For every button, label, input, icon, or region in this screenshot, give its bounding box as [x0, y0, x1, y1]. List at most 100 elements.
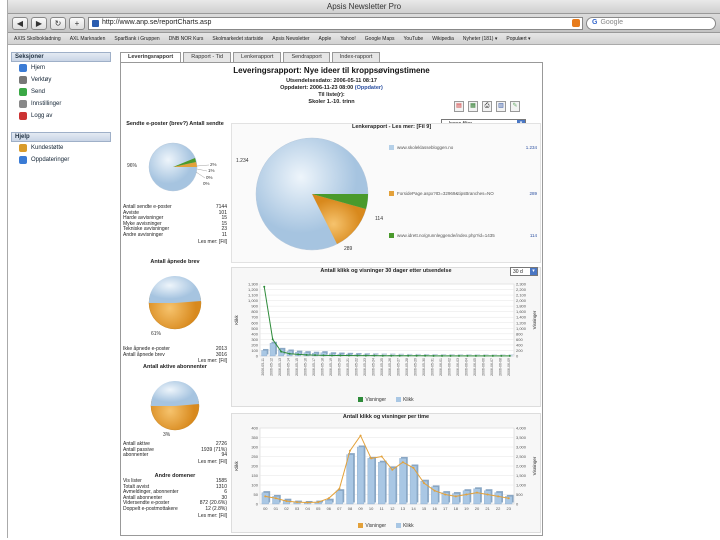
tab-4[interactable]: Index-rapport [331, 52, 381, 62]
line-point [381, 354, 384, 357]
x-tick-label: 2006-05-22 [354, 358, 358, 376]
x-tick-label: 12 [390, 506, 395, 511]
tab-2[interactable]: Lenkerapport [233, 52, 282, 62]
opened-more-link[interactable]: Les mer: [Fil] [198, 358, 227, 365]
bookmarks-bar: AXIS Skolbokladning AXL Marknaden SparBank… [8, 33, 720, 45]
sidebar-item-hjem[interactable]: Hjem [11, 62, 111, 74]
link-pie: 1.234 114 289 [236, 137, 383, 252]
domains-more-link[interactable]: Les mer: [Fil] [198, 512, 227, 519]
tab-0[interactable]: Leveringsrapport [120, 52, 182, 62]
tab-3[interactable]: Sendrapport [283, 52, 330, 62]
stat-row: Andre avvisninger 11 [123, 232, 227, 239]
bookmark-item[interactable]: SparBank i Gruppen [114, 35, 160, 42]
bar-shadow [356, 353, 362, 355]
bookmark-item[interactable]: Apsis Newsletter [272, 35, 310, 42]
line-point [454, 495, 457, 498]
link-legend-row[interactable]: www.idrett.no/grunnleggende/index.php?id… [389, 233, 537, 238]
x-tick-label: 2006-05-30 [422, 358, 426, 376]
bar-shadow [373, 353, 379, 355]
bar-shadow [295, 500, 302, 503]
bar [346, 454, 354, 505]
sidebar-item-loggav[interactable]: Logg av [11, 110, 111, 122]
bookmark-item[interactable]: Apple [318, 35, 332, 42]
y-tick-right: 1,000 [516, 326, 527, 331]
forward-button[interactable]: ▶ [31, 16, 47, 30]
stat-value: 1939 (71%) [201, 446, 227, 453]
bookmark-item[interactable]: Google Maps [364, 35, 395, 42]
daily-chart-panel: Antall klikk og visninger 30 dager etter… [231, 267, 541, 407]
bookmark-item[interactable]: AXL Marknaden [69, 35, 106, 42]
stat-value: 7144 [215, 204, 227, 210]
y-tick-left: 100 [251, 348, 258, 353]
x-tick-label: 2006-06-01 [439, 358, 443, 376]
tab-1[interactable]: Rapport - Tid [183, 52, 232, 62]
x-tick-label: 2006-05-27 [397, 358, 401, 376]
bookmark-item[interactable]: Yahoo! [340, 35, 356, 42]
x-tick-label: 18 [454, 506, 459, 511]
add-bookmark-button[interactable]: + [69, 16, 85, 30]
updated-line: Oppdatert: 2006-11-23 08:00 (Oppdater) [121, 85, 542, 91]
sidebar-item-send[interactable]: Send [11, 86, 111, 98]
y-tick-left: 1,300 [248, 282, 259, 287]
reload-button[interactable]: ↻ [50, 16, 66, 30]
y-tick-left: 400 [251, 331, 258, 336]
line-point [475, 491, 478, 494]
excel-icon[interactable]: ▦ [468, 101, 478, 112]
line-point [483, 354, 486, 357]
line-point [486, 493, 489, 496]
bookmark-item[interactable]: Skolmarkedet startside [212, 35, 264, 42]
x-tick-label: 11 [380, 506, 385, 511]
rss-icon[interactable] [572, 19, 580, 27]
line-point [433, 489, 436, 492]
sidebar-item-kundestøtte[interactable]: Kundestøtte [11, 142, 111, 154]
y-tick-right: 2,100 [516, 293, 527, 298]
sidebar-item-innstillinger[interactable]: Innstillinger [11, 98, 111, 110]
line-point [364, 354, 367, 357]
bookmark-item[interactable]: Wikipedia [432, 35, 454, 42]
line-point [441, 354, 444, 357]
bookmark-item[interactable]: AXIS Skolbokladning [14, 35, 61, 42]
sidebar-item-verktøy[interactable]: Verktøy [11, 74, 111, 86]
bookmark-item[interactable]: Populært ▾ [506, 35, 531, 42]
edit-icon[interactable]: ✎ [510, 101, 520, 112]
address-bar[interactable]: http://www.anp.se/reportCharts.asp [88, 16, 583, 30]
chart-icon[interactable]: ▥ [496, 101, 506, 112]
x-tick-label: 08 [348, 506, 353, 511]
x-tick-label: 2006-05-25 [380, 358, 384, 376]
bar-shadow [398, 353, 404, 355]
stat-value: 12 (2.8%) [205, 505, 227, 512]
stat-value: 23 [221, 226, 227, 233]
back-button[interactable]: ◀ [12, 16, 28, 30]
sidebar-item-label: Hjem [31, 65, 46, 71]
sidebar-item-oppdateringer[interactable]: Oppdateringer [11, 154, 111, 166]
search-field[interactable]: G Google [586, 16, 716, 30]
bar-shadow [406, 353, 413, 355]
stat-value: 6 [224, 489, 227, 496]
link-legend-row[interactable]: ForsidePage.aspx?ID=32969&tipsBranches=N… [389, 191, 537, 196]
active-more-link[interactable]: Les mer: [Fil] [198, 458, 227, 465]
sidebar-item-label: Oppdateringer [31, 157, 70, 163]
x-tick-label: 2006-05-11 [261, 358, 265, 376]
x-tick-label: 2006-05-20 [337, 358, 341, 376]
line-point [327, 497, 330, 500]
bookmark-item[interactable]: YouTube [403, 35, 424, 42]
sent-more-link[interactable]: Les mer: [Fil] [198, 238, 227, 245]
print-icon[interactable]: ⎙ [482, 101, 492, 112]
y-tick-right: 2,200 [516, 287, 527, 292]
x-tick-label: 2006-05-21 [346, 358, 350, 376]
update-link[interactable]: (Oppdater) [354, 85, 383, 91]
bar [452, 493, 460, 505]
x-tick-label: 22 [496, 506, 501, 511]
browser-window: Apsis Newsletter Pro ◀ ▶ ↻ + http://www.… [7, 0, 720, 538]
bar-shadow [390, 353, 396, 355]
bookmark-item[interactable]: DNB NOR Kurs [168, 35, 204, 42]
pdf-icon[interactable]: ▤ [454, 101, 464, 112]
period-select[interactable]: 30 d ▾ [510, 267, 538, 276]
bookmark-item[interactable]: Nyheter (181) ▾ [462, 35, 498, 42]
link-legend-row[interactable]: www.skoleklassebloggen.no 1.234 [389, 145, 537, 150]
sent-panel-title: Sendte e-poster (brev?) Antall sendte [126, 121, 224, 127]
y-tick-right: 1,800 [516, 304, 527, 309]
stat-row: Avviste 101 [123, 210, 227, 217]
active-pie: 3% [150, 380, 200, 438]
bar [494, 492, 502, 505]
